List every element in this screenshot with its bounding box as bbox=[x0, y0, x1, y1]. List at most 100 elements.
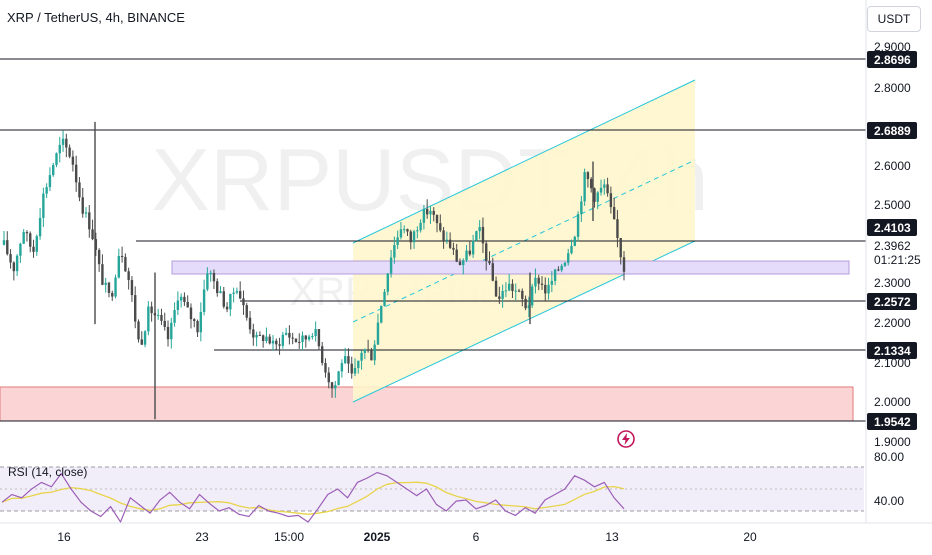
candle-body[interactable] bbox=[107, 282, 111, 293]
candle-body[interactable] bbox=[429, 210, 432, 215]
candle-body[interactable] bbox=[232, 292, 235, 294]
candle-body[interactable] bbox=[252, 329, 255, 338]
candle-body[interactable] bbox=[2, 240, 6, 245]
candle-body[interactable] bbox=[68, 147, 71, 157]
candle-body[interactable] bbox=[48, 175, 52, 188]
candle-body[interactable] bbox=[419, 222, 422, 231]
candle-body[interactable] bbox=[340, 363, 344, 372]
candle-body[interactable] bbox=[275, 340, 278, 345]
candle-body[interactable] bbox=[439, 223, 442, 231]
candle-body[interactable] bbox=[298, 341, 301, 343]
candle-body[interactable] bbox=[399, 229, 403, 238]
candle-body[interactable] bbox=[612, 207, 616, 220]
candle-body[interactable] bbox=[580, 201, 583, 215]
candle-body[interactable] bbox=[616, 219, 619, 239]
candle-body[interactable] bbox=[114, 277, 117, 297]
candle-body[interactable] bbox=[567, 253, 570, 263]
candle-body[interactable] bbox=[544, 284, 547, 294]
candle-body[interactable] bbox=[176, 300, 180, 310]
candle-body[interactable] bbox=[353, 367, 357, 374]
candle-body[interactable] bbox=[12, 262, 16, 272]
candle-body[interactable] bbox=[281, 334, 285, 346]
candle-body[interactable] bbox=[416, 230, 419, 232]
candle-body[interactable] bbox=[334, 385, 337, 389]
candle-body[interactable] bbox=[435, 214, 439, 224]
candle-body[interactable] bbox=[412, 231, 416, 243]
candle-body[interactable] bbox=[45, 187, 48, 194]
candle-body[interactable] bbox=[261, 335, 265, 342]
candle-body[interactable] bbox=[350, 363, 353, 374]
candle-body[interactable] bbox=[534, 277, 537, 287]
candle-body[interactable] bbox=[321, 346, 324, 363]
candle-body[interactable] bbox=[134, 295, 137, 322]
candle-body[interactable] bbox=[557, 269, 560, 271]
candle-body[interactable] bbox=[38, 217, 42, 237]
candle-body[interactable] bbox=[15, 255, 19, 272]
candle-body[interactable] bbox=[511, 283, 514, 291]
candle-body[interactable] bbox=[445, 239, 449, 241]
candle-body[interactable] bbox=[78, 182, 81, 198]
candle-body[interactable] bbox=[19, 243, 22, 256]
candle-body[interactable] bbox=[485, 243, 488, 262]
candle-body[interactable] bbox=[120, 256, 124, 258]
candle-body[interactable] bbox=[501, 290, 504, 299]
candle-body[interactable] bbox=[137, 321, 140, 340]
candle-body[interactable] bbox=[498, 296, 501, 299]
candle-body[interactable] bbox=[278, 344, 281, 346]
candle-body[interactable] bbox=[393, 244, 396, 258]
candle-body[interactable] bbox=[363, 349, 367, 353]
candle-body[interactable] bbox=[209, 272, 212, 274]
candle-body[interactable] bbox=[314, 329, 317, 337]
candle-body[interactable] bbox=[442, 230, 445, 241]
candle-body[interactable] bbox=[35, 236, 39, 252]
candle-body[interactable] bbox=[219, 291, 222, 294]
candle-body[interactable] bbox=[606, 184, 609, 194]
candle-body[interactable] bbox=[468, 250, 472, 255]
candle-body[interactable] bbox=[91, 229, 94, 240]
candle-body[interactable] bbox=[462, 260, 465, 266]
channel-upper-line[interactable] bbox=[352, 79, 696, 244]
candle-body[interactable] bbox=[216, 281, 219, 294]
candle-body[interactable] bbox=[202, 289, 206, 312]
candle-body[interactable] bbox=[288, 332, 291, 338]
candle-body[interactable] bbox=[179, 296, 183, 301]
candle-body[interactable] bbox=[307, 336, 311, 340]
rsi-ma-line[interactable] bbox=[1, 481, 625, 515]
candle-body[interactable] bbox=[58, 144, 61, 154]
candle-body[interactable] bbox=[294, 338, 298, 342]
candle-body[interactable] bbox=[74, 164, 78, 183]
price-level-tag[interactable]: 2.6889 bbox=[867, 122, 917, 139]
candle-body[interactable] bbox=[206, 273, 209, 290]
candle-body[interactable] bbox=[52, 164, 55, 176]
candle-body[interactable] bbox=[94, 239, 98, 250]
candle-body[interactable] bbox=[589, 178, 593, 189]
resistance-zone[interactable] bbox=[171, 260, 850, 275]
candle-body[interactable] bbox=[409, 231, 412, 243]
candle-body[interactable] bbox=[422, 208, 426, 223]
candle-body[interactable] bbox=[324, 362, 327, 373]
candle-body[interactable] bbox=[229, 293, 232, 310]
candle-body[interactable] bbox=[61, 138, 65, 145]
candle-body[interactable] bbox=[530, 286, 534, 306]
candle-body[interactable] bbox=[101, 264, 104, 285]
candle-body[interactable] bbox=[448, 239, 452, 248]
candle-body[interactable] bbox=[622, 257, 626, 272]
candle-body[interactable] bbox=[547, 284, 550, 294]
candle-body[interactable] bbox=[504, 290, 508, 292]
candle-body[interactable] bbox=[225, 306, 229, 310]
price-level-tag[interactable]: 2.8696 bbox=[867, 51, 917, 68]
candle-body[interactable] bbox=[271, 340, 275, 344]
candle-body[interactable] bbox=[301, 335, 304, 343]
candle-body[interactable] bbox=[97, 249, 101, 265]
candle-body[interactable] bbox=[475, 231, 478, 241]
candle-body[interactable] bbox=[291, 337, 294, 339]
candle-body[interactable] bbox=[317, 329, 321, 347]
candle-body[interactable] bbox=[327, 372, 330, 383]
candle-body[interactable] bbox=[111, 292, 114, 297]
candle-body[interactable] bbox=[71, 156, 75, 165]
candle-body[interactable] bbox=[166, 326, 170, 340]
candle-body[interactable] bbox=[235, 291, 239, 293]
candle-body[interactable] bbox=[521, 290, 524, 299]
candle-body[interactable] bbox=[366, 349, 370, 351]
